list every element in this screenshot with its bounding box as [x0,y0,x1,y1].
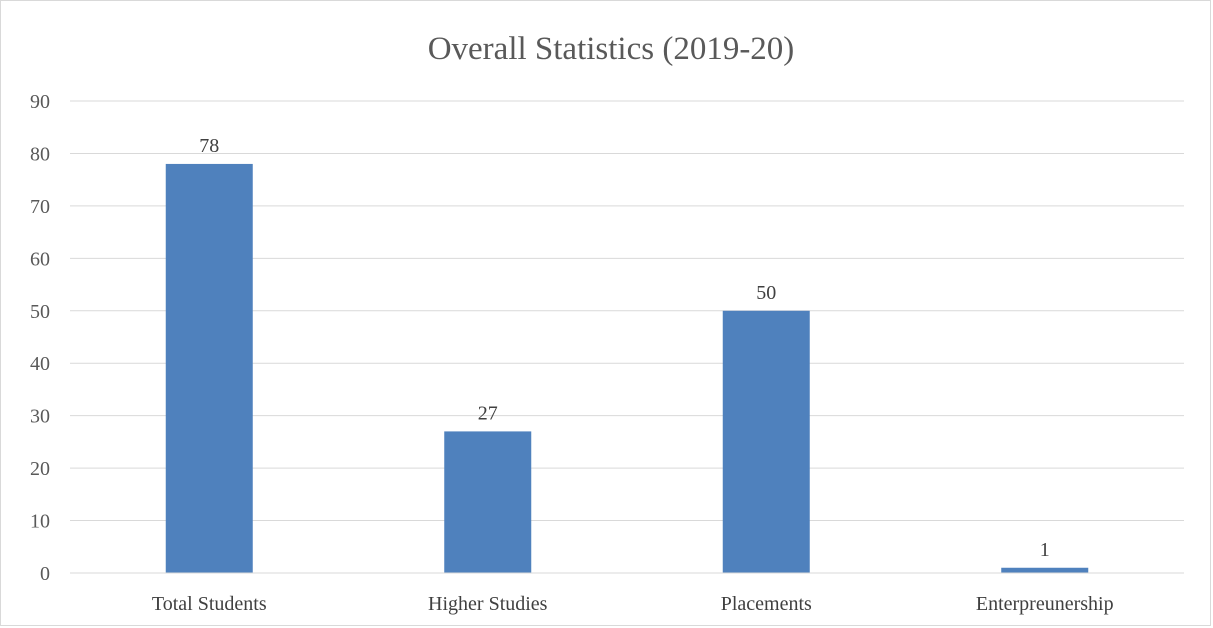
bar [1001,567,1089,573]
y-tick-label: 10 [30,511,50,533]
data-label: 78 [199,135,219,157]
y-tick-label: 20 [30,458,50,480]
chart-title: Overall Statistics (2019-20) [428,31,795,67]
y-tick-label: 70 [30,196,50,218]
y-axis-ticks: 0 10 20 30 40 50 60 70 80 90 [30,91,50,585]
data-label: 1 [1040,539,1050,561]
x-category-label: Total Students [152,593,267,615]
y-tick-label: 50 [30,301,50,323]
x-axis-categories: Total Students Higher Studies Placements En… [152,593,1114,615]
bar [444,431,532,573]
y-tick-label: 90 [30,91,50,113]
data-label: 50 [756,282,776,304]
y-tick-label: 30 [30,406,50,428]
bar [722,310,810,573]
y-tick-label: 40 [30,353,50,375]
y-tick-label: 80 [30,143,50,165]
x-category-label: Higher Studies [428,593,548,615]
data-label: 27 [478,402,498,424]
y-tick-label: 0 [40,563,50,585]
y-tick-label: 60 [30,248,50,270]
x-category-label: Placements [721,593,812,615]
data-labels: 78 27 50 1 [199,135,1050,561]
gridlines [70,100,1184,522]
bars [165,163,1089,573]
x-category-label: Enterpreunership [976,593,1114,615]
bar [165,163,253,573]
